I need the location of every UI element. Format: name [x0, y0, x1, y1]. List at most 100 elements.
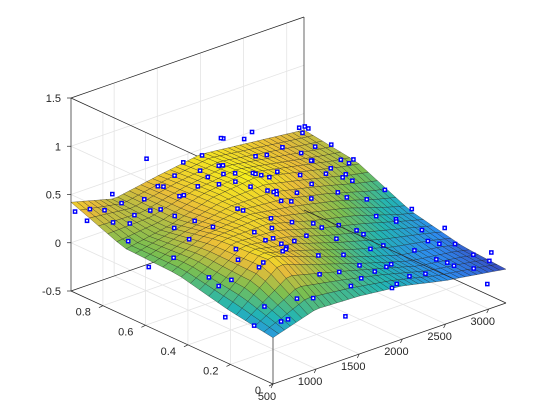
data-marker-center [258, 266, 261, 269]
data-marker-center [86, 219, 89, 222]
x-tick-mark [443, 323, 446, 329]
data-marker-center [344, 173, 347, 176]
data-marker-center [173, 226, 176, 229]
data-marker-center [254, 172, 257, 175]
data-marker-center [127, 240, 130, 243]
data-marker-center [342, 253, 345, 256]
data-marker-center [446, 261, 449, 264]
data-marker-center [281, 250, 284, 253]
data-marker [279, 241, 284, 247]
data-marker [306, 126, 311, 131]
data-marker [343, 314, 348, 319]
data-marker-center [162, 185, 165, 188]
data-marker-center [265, 153, 268, 156]
data-marker-center [217, 183, 220, 186]
data-marker [249, 129, 255, 135]
back-wall-grid-line [70, 113, 305, 195]
data-marker [302, 124, 308, 129]
data-marker [373, 213, 379, 219]
data-marker [389, 285, 395, 291]
data-marker [280, 145, 285, 150]
y-tick-mark [141, 324, 146, 328]
data-marker-center [395, 220, 398, 223]
data-marker [310, 295, 316, 301]
data-marker [334, 236, 339, 242]
data-marker [241, 136, 247, 142]
data-marker-center [217, 285, 220, 288]
data-marker-center [112, 221, 115, 224]
data-marker-center [369, 247, 372, 250]
data-marker [382, 187, 388, 193]
data-marker [328, 142, 334, 147]
data-marker-center [149, 209, 152, 212]
data-marker [294, 190, 300, 196]
data-marker-center [281, 146, 284, 149]
x-tick-label: 1000 [298, 376, 322, 388]
data-marker-center [293, 239, 296, 242]
data-marker-center [266, 189, 269, 192]
data-marker [265, 188, 270, 193]
data-marker [161, 184, 166, 189]
data-marker [407, 273, 412, 279]
data-marker-center [234, 172, 237, 175]
data-marker-center [324, 172, 327, 175]
data-marker-center [188, 238, 191, 241]
data-marker [312, 144, 318, 149]
data-marker-center [207, 276, 210, 279]
data-marker-center [300, 152, 303, 155]
data-marker-center [317, 254, 320, 257]
data-marker-center [211, 225, 214, 228]
data-marker [218, 135, 224, 141]
data-marker-center [355, 229, 358, 232]
data-marker-center [338, 270, 341, 273]
data-marker [338, 157, 344, 163]
data-marker-center [295, 297, 298, 300]
floor-grid-line [230, 283, 464, 365]
data-marker-center [182, 161, 185, 164]
data-marker [300, 130, 305, 136]
data-marker-center [237, 258, 240, 261]
data-marker [253, 171, 258, 177]
data-marker-center [290, 221, 293, 224]
floor-grid-line [113, 275, 317, 370]
data-marker [262, 304, 267, 309]
data-marker [425, 238, 431, 244]
data-marker [268, 216, 274, 221]
data-marker-center [173, 214, 176, 217]
data-marker [388, 261, 394, 267]
data-marker-center [260, 174, 263, 177]
data-marker-center [290, 200, 293, 203]
data-marker [264, 152, 270, 158]
data-marker-center [358, 264, 361, 267]
data-marker [144, 156, 149, 162]
x-tick-label: 3000 [470, 316, 494, 328]
data-marker-center [310, 159, 313, 162]
data-marker [199, 153, 205, 158]
data-marker [341, 252, 346, 258]
data-marker-center [472, 267, 475, 270]
data-marker-center [314, 145, 317, 148]
data-marker-center [426, 240, 429, 243]
x-tick-label: 1500 [341, 361, 365, 373]
data-marker-center [284, 248, 287, 251]
data-marker-center [299, 173, 302, 176]
data-marker-center [410, 208, 413, 211]
data-marker-center [74, 210, 77, 213]
data-marker [240, 208, 246, 213]
data-marker [110, 220, 116, 225]
data-marker [253, 154, 258, 159]
data-marker [205, 174, 211, 180]
data-marker-center [345, 196, 348, 199]
data-marker [216, 163, 222, 169]
y-tick-mark [98, 305, 104, 308]
data-marker [346, 160, 352, 166]
data-marker [256, 264, 262, 270]
data-marker [263, 237, 268, 243]
data-marker [171, 255, 176, 261]
side-wall-grid-line [70, 242, 274, 337]
data-marker-center [263, 305, 266, 308]
data-marker-center [472, 253, 475, 256]
data-marker [172, 173, 177, 178]
data-marker-center [390, 286, 393, 289]
data-marker [343, 171, 349, 177]
